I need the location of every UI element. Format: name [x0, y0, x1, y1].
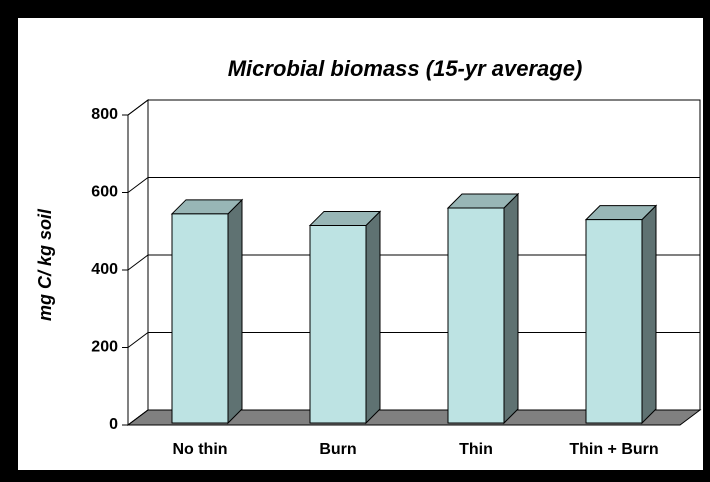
x-tick-label: Thin [459, 441, 493, 458]
bar [308, 210, 382, 425]
y-tick-label: 600 [91, 184, 118, 201]
bar [584, 204, 658, 425]
bar [170, 198, 244, 425]
x-tick-label: No thin [172, 441, 227, 458]
y-tick-label: 800 [91, 106, 118, 123]
bar-side [503, 192, 519, 425]
bar-side [365, 210, 381, 425]
y-tick-label: 200 [91, 339, 118, 356]
bar-front [171, 213, 229, 424]
bar-front [585, 219, 643, 424]
bar-front [309, 224, 367, 424]
y-axis-label: mg C/ kg soil [35, 208, 55, 321]
x-tick-label: Thin + Burn [569, 441, 658, 458]
chart-title: Microbial biomass (15-yr average) [228, 56, 583, 81]
bar [446, 192, 520, 425]
bar-side [641, 204, 657, 425]
bar-front [447, 207, 505, 424]
grid-line [127, 99, 700, 116]
x-tick-label: Burn [319, 441, 356, 458]
bar-side [227, 198, 243, 425]
y-tick-label: 0 [109, 416, 118, 433]
grid-line [127, 177, 700, 193]
y-tick-label: 400 [91, 261, 118, 278]
